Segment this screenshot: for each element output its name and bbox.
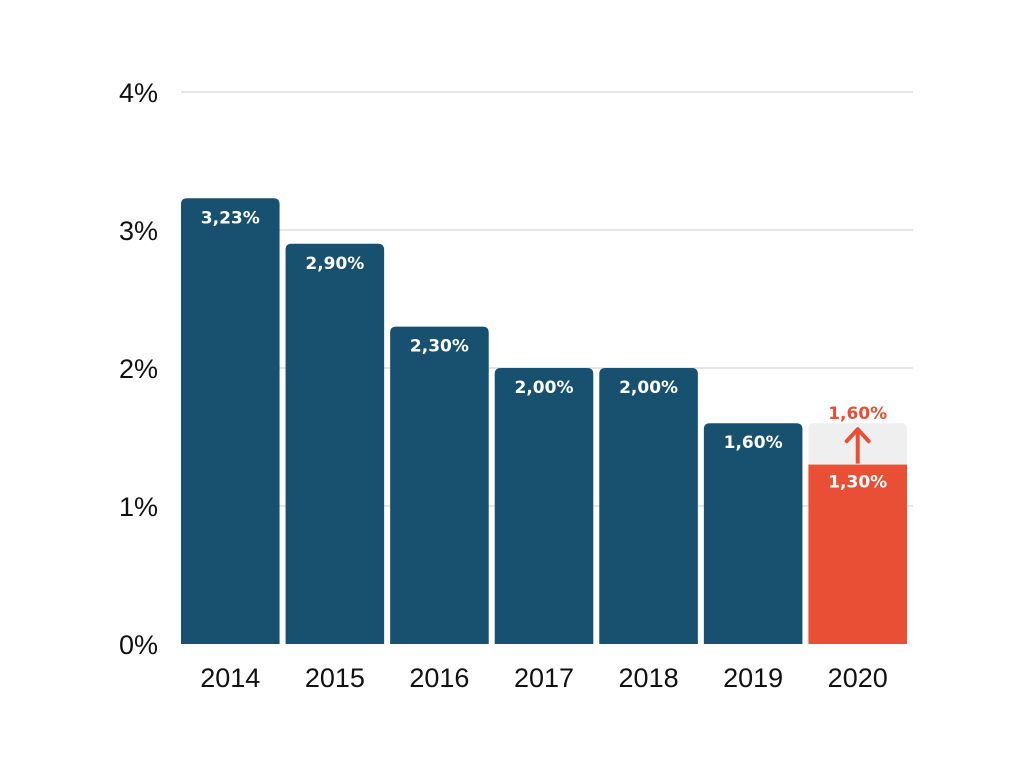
x-tick-label: 2019 <box>723 663 783 693</box>
bar <box>494 368 594 644</box>
y-tick-label: 0% <box>119 630 158 660</box>
bar-value-label: 3,23% <box>201 208 260 228</box>
y-axis-ticks: 0% 1% 2% 3% 4% <box>119 78 158 660</box>
bar-value-label: 2,30% <box>410 337 469 357</box>
bar <box>285 243 385 645</box>
bars: 3,23% 2,90% 2,30% 2,00% 2,00% 1,60% 1,60% 1,30% <box>181 198 907 645</box>
bar <box>703 423 803 644</box>
target-label: 1,60% <box>828 404 887 424</box>
x-tick-label: 2014 <box>200 663 260 693</box>
y-tick-label: 1% <box>119 492 158 522</box>
x-tick-label: 2017 <box>514 663 574 693</box>
x-axis-ticks: 2014 2015 2016 2017 2018 2019 2020 <box>200 663 888 693</box>
x-tick-label: 2016 <box>409 663 469 693</box>
bar-value-label: 2,90% <box>305 254 364 274</box>
bar-value-label: 2,00% <box>515 378 574 398</box>
y-tick-label: 2% <box>119 354 158 384</box>
x-tick-label: 2018 <box>619 663 679 693</box>
y-tick-label: 4% <box>119 78 158 108</box>
bar-value-label: 1,30% <box>828 473 887 493</box>
arrow-head-icon <box>844 427 871 444</box>
bar <box>390 326 489 644</box>
bar <box>808 464 907 644</box>
bar <box>599 368 698 644</box>
bar-value-label: 1,60% <box>724 433 783 453</box>
x-tick-label: 2015 <box>305 663 365 693</box>
bar-value-label: 2,00% <box>619 378 678 398</box>
x-tick-label: 2020 <box>828 663 888 693</box>
bar <box>181 198 280 644</box>
y-tick-label: 3% <box>119 216 158 246</box>
